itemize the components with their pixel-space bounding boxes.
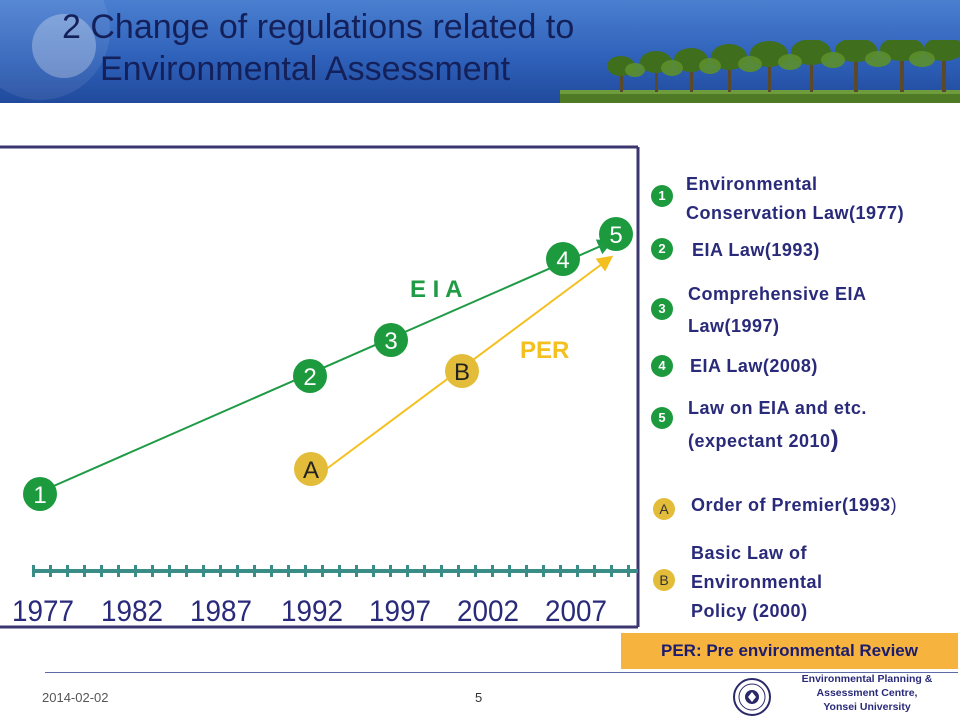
header-banner: 2 Change of regulations related to Envir…	[0, 0, 960, 103]
legend-marker-5: 5	[651, 407, 673, 429]
eia-marker-4-label: 4	[556, 247, 569, 274]
regulation-timeline-chart: 1 2 3 4 5 A B E I A PER 1977 1982 1987 1…	[0, 145, 640, 629]
legend-item-3: Comprehensive EIA Law(1997)	[688, 278, 867, 342]
eia-marker-3: 3	[374, 323, 408, 357]
eia-marker-1: 1	[23, 477, 57, 511]
legend-item-5-line-2-close: )	[830, 426, 840, 453]
legend-marker-3: 3	[651, 298, 673, 320]
page-title: 2 Change of regulations related to Envir…	[62, 6, 574, 90]
per-series-label: PER	[520, 337, 569, 364]
per-marker-b-label: B	[454, 359, 470, 386]
legend-item-5-line-1: Law on EIA and etc.	[688, 398, 867, 418]
eia-marker-5-label: 5	[609, 222, 622, 249]
legend-item-5-line-2-text: (expectant 2010	[688, 431, 831, 451]
legend-item-a-close: )	[890, 495, 898, 515]
eia-marker-1-label: 1	[33, 482, 46, 509]
institution-name: Environmental Planning & Assessment Cent…	[778, 672, 956, 714]
year-axis: 1977 1982 1987 1992 1997 2002 2007	[12, 595, 607, 628]
year-label: 2007	[545, 595, 607, 628]
year-label: 1997	[369, 595, 431, 628]
university-seal-icon	[733, 678, 771, 716]
footer-divider	[45, 672, 958, 673]
eia-marker-2-label: 2	[303, 364, 316, 391]
legend-item-b: Basic Law of Environmental Policy (2000)	[691, 539, 823, 626]
eia-marker-5: 5	[599, 217, 633, 251]
institution-line-2: Assessment Centre,	[816, 687, 918, 699]
legend-item-a-line-1: Order of Premier(1993	[691, 495, 891, 515]
legend-item-1-line-1: Environmental	[686, 174, 818, 194]
year-label: 1982	[101, 595, 163, 628]
page-number: 5	[475, 690, 483, 705]
legend-item-2-line-1: EIA Law(1993)	[692, 240, 820, 260]
legend-marker-b: B	[653, 569, 675, 591]
eia-marker-3-label: 3	[384, 328, 397, 355]
legend-item-1: Environmental Conservation Law(1977)	[686, 170, 904, 228]
eia-marker-4: 4	[546, 242, 580, 276]
legend-item-4-line-1: EIA Law(2008)	[690, 356, 818, 376]
legend-item-b-line-2: Environmental	[691, 572, 823, 592]
legend-marker-a: A	[653, 498, 675, 520]
legend-marker-2: 2	[651, 238, 673, 260]
per-definition-note: PER: Pre environmental Review	[621, 633, 958, 669]
legend-marker-1: 1	[651, 185, 673, 207]
eia-trend-line	[39, 239, 614, 493]
legend-item-3-line-2: Law(1997)	[688, 316, 780, 336]
year-label: 2002	[457, 595, 519, 628]
legend-item-a: Order of Premier(1993)	[691, 491, 897, 520]
trees-decoration	[560, 40, 960, 103]
per-marker-a-label: A	[303, 457, 319, 484]
year-label: 1977	[12, 595, 74, 628]
per-marker-a: A	[294, 452, 328, 486]
institution-line-1: Environmental Planning &	[801, 673, 933, 685]
legend-item-b-line-3: Policy (2000)	[691, 601, 808, 621]
legend-item-3-line-1: Comprehensive EIA	[688, 284, 867, 304]
eia-marker-2: 2	[293, 359, 327, 393]
title-line-1: 2 Change of regulations related to	[62, 8, 575, 46]
year-label: 1987	[190, 595, 252, 628]
legend-item-1-line-2: Conservation Law(1977)	[686, 203, 905, 223]
header-decor-circle	[32, 14, 96, 78]
footer-date: 2014-02-02	[42, 690, 109, 705]
year-label: 1992	[281, 595, 343, 628]
eia-series-label: E I A	[410, 276, 462, 303]
title-line-2: Environmental Assessment	[100, 50, 511, 88]
legend-item-2: EIA Law(1993)	[692, 236, 820, 265]
legend-item-4: EIA Law(2008)	[690, 352, 818, 381]
legend-item-5-line-2: (expectant 2010)	[688, 424, 867, 457]
institution-line-3: Yonsei University	[823, 701, 911, 713]
legend-item-5: Law on EIA and etc. (expectant 2010)	[688, 392, 867, 457]
legend-item-b-line-1: Basic Law of	[691, 543, 808, 563]
per-marker-b: B	[445, 354, 479, 388]
legend-marker-4: 4	[651, 355, 673, 377]
